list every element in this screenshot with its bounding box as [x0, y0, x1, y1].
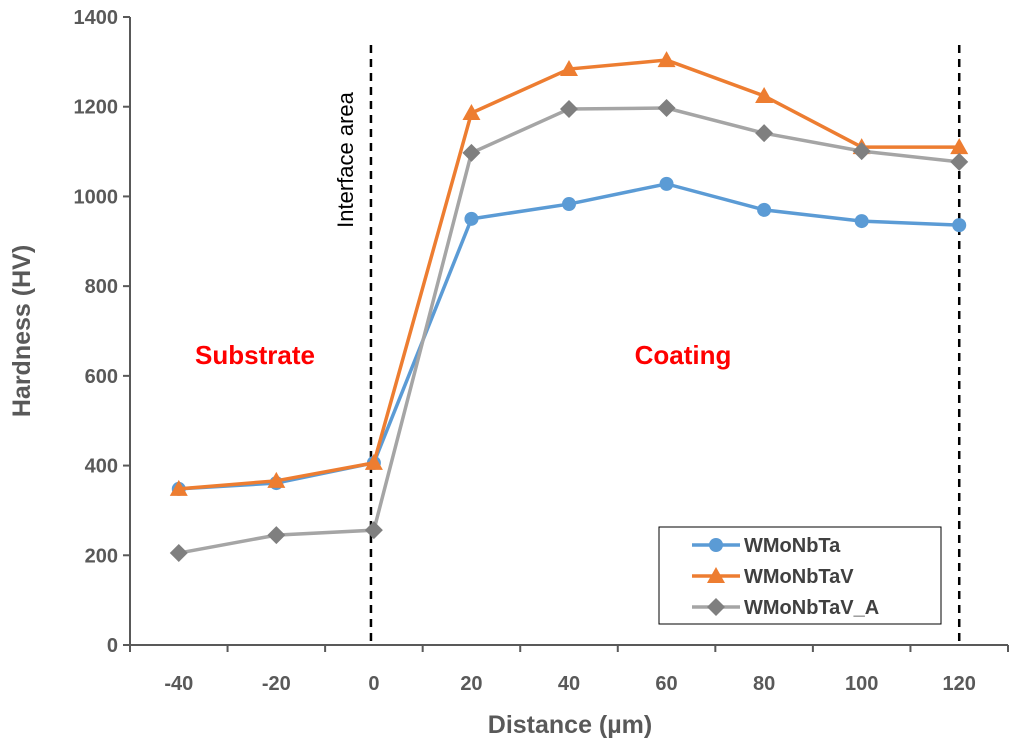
diamond-marker	[364, 521, 383, 540]
y-tick-label: 1400	[74, 7, 119, 29]
triangle-marker	[707, 567, 725, 583]
triangle-marker	[657, 51, 676, 68]
x-tick-label: -40	[164, 673, 193, 695]
circle-marker	[757, 202, 772, 217]
legend-item: WMoNbTaV_A	[692, 597, 879, 619]
legend-label: WMoNbTa	[744, 535, 841, 557]
substrate-annotation: Substrate	[195, 340, 315, 370]
triangle-marker	[169, 479, 188, 496]
legend-item: WMoNbTa	[692, 535, 841, 557]
triangle-marker	[950, 138, 969, 155]
x-tick-label: 120	[943, 673, 976, 695]
circle-marker	[709, 538, 723, 552]
diamond-marker	[852, 142, 871, 161]
coating-annotation: Coating	[635, 340, 732, 370]
circle-marker	[464, 211, 479, 226]
series-wmonbta	[171, 176, 967, 496]
legend: WMoNbTa WMoNbTaV WMoNbTaV_A	[658, 526, 942, 625]
legend-label: WMoNbTaV	[744, 566, 854, 588]
x-tick-label: 80	[753, 673, 775, 695]
y-tick-label: 400	[85, 456, 118, 478]
series-line	[178, 106, 960, 555]
y-tick-label: 1200	[74, 97, 119, 119]
x-tick-label: 0	[368, 673, 379, 695]
triangle-marker	[364, 453, 383, 470]
y-axis-label: Hardness (HV)	[8, 245, 36, 417]
triangle-marker	[755, 86, 774, 103]
series-wmonbtav_a	[169, 99, 969, 563]
diamond-marker	[707, 598, 725, 616]
diamond-marker	[267, 526, 286, 545]
circle-marker	[952, 218, 967, 233]
triangle-marker	[560, 60, 578, 77]
x-tick-label: 100	[845, 673, 878, 695]
y-tick-label: 1000	[74, 186, 119, 208]
legend-item: WMoNbTaV	[692, 566, 854, 588]
circle-marker	[562, 197, 576, 212]
y-tick-label: 600	[85, 366, 118, 388]
interface-annotation: Interface area	[333, 91, 358, 228]
triangle-marker	[462, 103, 481, 120]
diamond-marker	[755, 124, 774, 143]
x-tick-label: 60	[655, 673, 677, 695]
x-axis-label: Distance (µm)	[488, 711, 652, 739]
circle-marker	[854, 214, 869, 229]
y-tick-label: 800	[85, 276, 118, 298]
series-line	[178, 58, 960, 491]
triangle-marker	[267, 471, 286, 488]
series-line	[178, 182, 960, 491]
diamond-marker	[657, 99, 676, 118]
diamond-marker	[462, 143, 481, 162]
circle-marker	[659, 176, 674, 191]
axes: 0 200 400 600 800 1000 1200 1400 -40 -20 0 20 40 60 80…	[74, 7, 1009, 695]
x-tick-label: 40	[558, 673, 580, 695]
y-tick-label: 0	[107, 635, 118, 657]
diamond-marker	[560, 99, 578, 118]
diamond-marker	[169, 544, 188, 563]
series-group	[169, 51, 969, 563]
y-tick-label: 200	[85, 545, 118, 567]
x-tick-label: 20	[460, 673, 482, 695]
legend-label: WMoNbTaV_A	[744, 597, 879, 619]
x-tick-label: -20	[262, 673, 291, 695]
diamond-marker	[950, 152, 969, 171]
